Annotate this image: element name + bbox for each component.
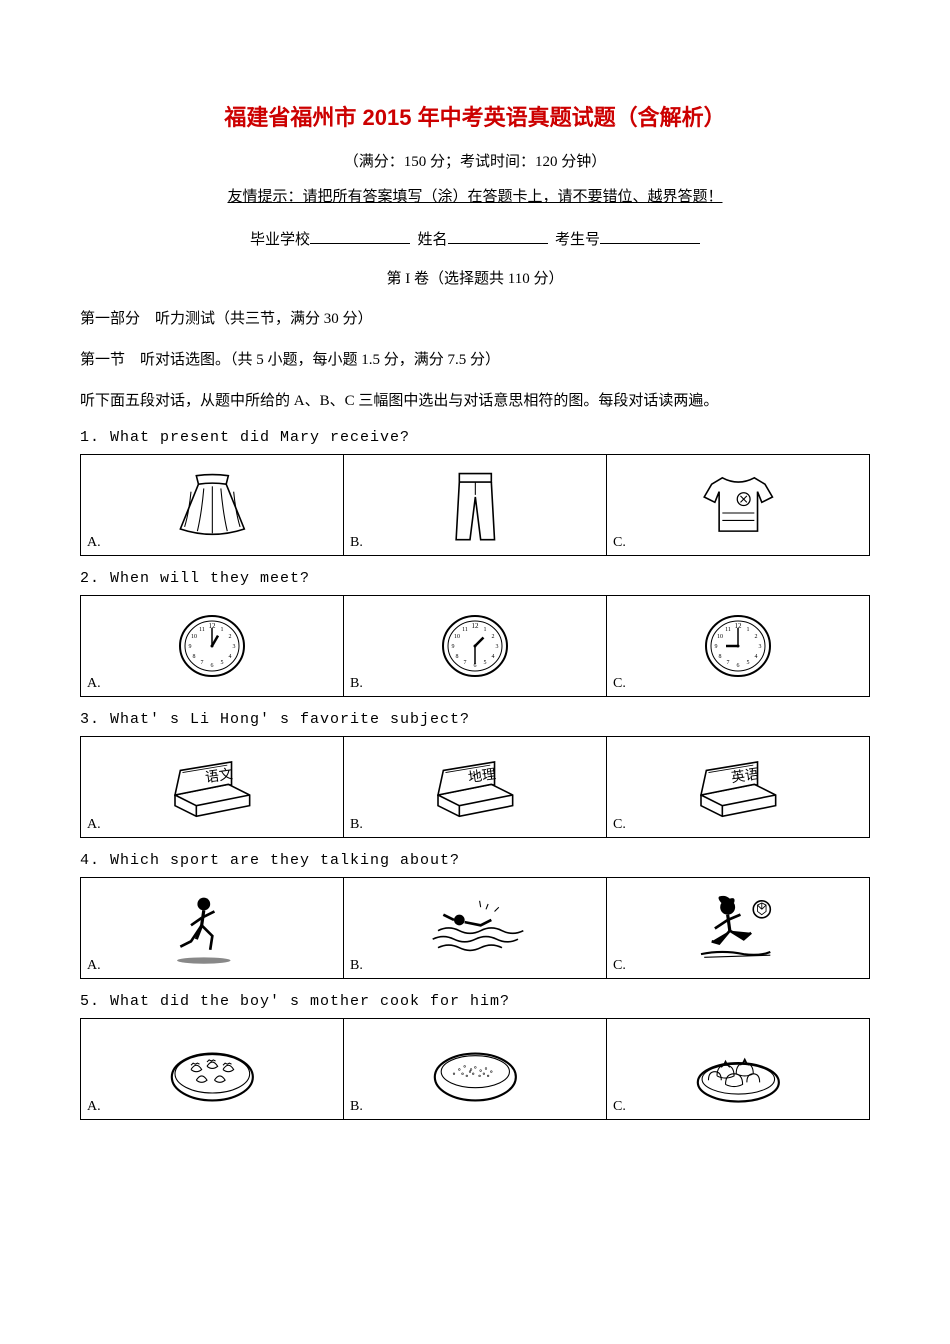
questions-container: 1. What present did Mary receive? A. B. C. 2… bbox=[80, 429, 870, 1120]
option-cell: C. bbox=[607, 1019, 869, 1119]
student-info-line: 毕业学校 姓名 考生号 bbox=[80, 228, 870, 249]
part1-title: 第一部分 听力测试（共三节，满分 30 分） bbox=[80, 306, 870, 333]
question-text: 3. What' s Li Hong' s favorite subject? bbox=[80, 711, 870, 728]
option-cell: B. bbox=[344, 878, 607, 978]
option-cell: C. 英语 bbox=[607, 737, 869, 837]
option-cell: A. 语文 bbox=[81, 737, 344, 837]
option-label: C. bbox=[613, 535, 626, 551]
option-label: B. bbox=[350, 817, 363, 833]
school-label: 毕业学校 bbox=[250, 232, 310, 248]
exam-hint: 友情提示：请把所有答案填写（涂）在答题卡上，请不要错位、越界答题！ bbox=[80, 185, 870, 206]
option-box: A. B. C. bbox=[80, 595, 870, 697]
section1-title: 第一节 听对话选图。（共 5 小题，每小题 1.5 分，满分 7.5 分） bbox=[80, 347, 870, 374]
option-cell: C. bbox=[607, 596, 869, 696]
option-cell: A. bbox=[81, 878, 344, 978]
option-box: A. B. C. bbox=[80, 1018, 870, 1120]
option-image-football bbox=[633, 888, 843, 968]
option-image-trousers bbox=[370, 465, 580, 545]
option-cell: B. 地理 bbox=[344, 737, 607, 837]
option-image-tshirt bbox=[633, 465, 843, 545]
option-image-book-yuwen: 语文 bbox=[107, 747, 317, 827]
id-label: 考生号 bbox=[555, 232, 600, 248]
question-text: 4. Which sport are they talking about? bbox=[80, 852, 870, 869]
option-image-skirt bbox=[107, 465, 317, 545]
exam-title: 福建省福州市 2015 年中考英语真题试题（含解析） bbox=[80, 100, 870, 132]
option-image-rice bbox=[370, 1029, 580, 1109]
option-cell: A. bbox=[81, 1019, 344, 1119]
option-label: A. bbox=[87, 958, 101, 974]
option-image-book-dili: 地理 bbox=[370, 747, 580, 827]
volume-label: 第 I 卷（选择题共 110 分） bbox=[80, 267, 870, 288]
option-box: A. B. C. bbox=[80, 877, 870, 979]
option-label: A. bbox=[87, 817, 101, 833]
option-box: A. 语文 B. 地理 C. 英语 bbox=[80, 736, 870, 838]
option-cell: A. bbox=[81, 455, 344, 555]
name-label: 姓名 bbox=[417, 232, 447, 248]
option-image-clock3 bbox=[633, 606, 843, 686]
exam-subtitle: （满分：150 分；考试时间：120 分钟） bbox=[80, 150, 870, 171]
option-label: B. bbox=[350, 1099, 363, 1115]
option-label: A. bbox=[87, 535, 101, 551]
question-text: 1. What present did Mary receive? bbox=[80, 429, 870, 446]
option-cell: B. bbox=[344, 455, 607, 555]
option-cell: C. bbox=[607, 878, 869, 978]
question-text: 5. What did the boy' s mother cook for h… bbox=[80, 993, 870, 1010]
option-image-running bbox=[107, 888, 317, 968]
option-label: A. bbox=[87, 676, 101, 692]
option-label: B. bbox=[350, 958, 363, 974]
question-text: 2. When will they meet? bbox=[80, 570, 870, 587]
option-image-buns bbox=[633, 1029, 843, 1109]
option-label: B. bbox=[350, 676, 363, 692]
school-blank bbox=[310, 230, 410, 244]
option-label: C. bbox=[613, 676, 626, 692]
option-box: A. B. C. bbox=[80, 454, 870, 556]
option-cell: B. bbox=[344, 1019, 607, 1119]
option-cell: B. bbox=[344, 596, 607, 696]
option-label: B. bbox=[350, 535, 363, 551]
option-image-clock1 bbox=[107, 606, 317, 686]
option-image-clock2 bbox=[370, 606, 580, 686]
option-cell: A. bbox=[81, 596, 344, 696]
section1-instruction: 听下面五段对话，从题中所给的 A、B、C 三幅图中选出与对话意思相符的图。每段对… bbox=[80, 388, 870, 415]
name-blank bbox=[448, 230, 548, 244]
option-label: C. bbox=[613, 817, 626, 833]
option-label: A. bbox=[87, 1099, 101, 1115]
option-label: C. bbox=[613, 958, 626, 974]
option-image-book-yingyu: 英语 bbox=[633, 747, 843, 827]
option-cell: C. bbox=[607, 455, 869, 555]
id-blank bbox=[600, 230, 700, 244]
option-image-swimming bbox=[370, 888, 580, 968]
option-image-dumplings bbox=[107, 1029, 317, 1109]
option-label: C. bbox=[613, 1099, 626, 1115]
